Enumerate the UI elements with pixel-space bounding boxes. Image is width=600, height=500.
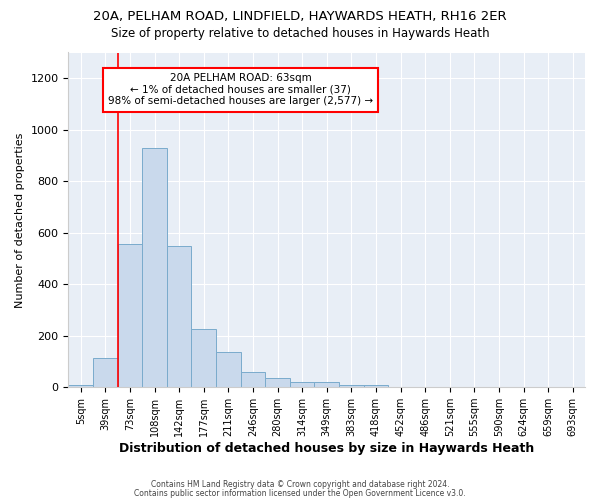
Text: Size of property relative to detached houses in Haywards Heath: Size of property relative to detached ho… (110, 28, 490, 40)
Bar (118, 244, 142, 387)
Bar (290, 382, 314, 387)
Bar (314, 382, 339, 387)
Text: 20A PELHAM ROAD: 63sqm
← 1% of detached houses are smaller (37)
98% of semi-deta: 20A PELHAM ROAD: 63sqm ← 1% of detached … (108, 73, 373, 106)
Bar (339, 384, 364, 387)
Bar (167, 246, 191, 387)
Bar (191, 330, 216, 387)
Text: 20A, PELHAM ROAD, LINDFIELD, HAYWARDS HEATH, RH16 2ER: 20A, PELHAM ROAD, LINDFIELD, HAYWARDS HE… (93, 10, 507, 23)
Bar (364, 384, 388, 387)
Bar (241, 372, 265, 387)
Y-axis label: Number of detached properties: Number of detached properties (15, 132, 25, 308)
Bar (142, 148, 167, 387)
X-axis label: Distribution of detached houses by size in Haywards Heath: Distribution of detached houses by size … (119, 442, 535, 455)
Bar (93, 358, 118, 387)
Text: Contains public sector information licensed under the Open Government Licence v3: Contains public sector information licen… (134, 488, 466, 498)
Bar (265, 378, 290, 387)
Bar (68, 384, 93, 387)
Bar (216, 352, 241, 387)
Text: Contains HM Land Registry data © Crown copyright and database right 2024.: Contains HM Land Registry data © Crown c… (151, 480, 449, 489)
